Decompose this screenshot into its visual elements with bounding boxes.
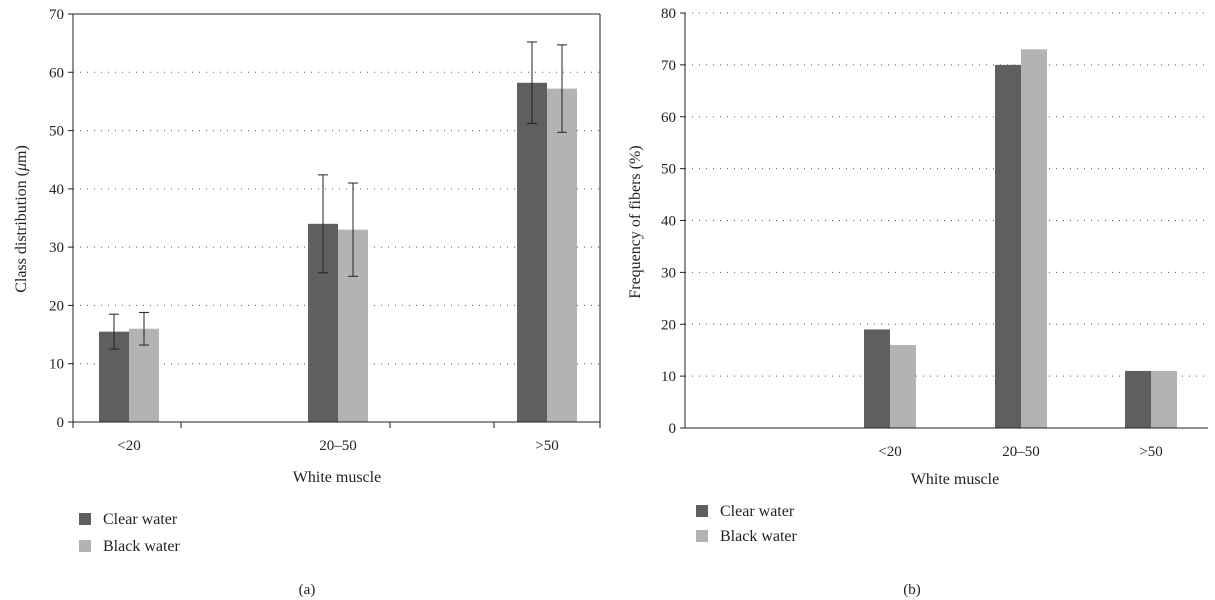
panel-a-y-tick-label: 70: [49, 7, 64, 23]
panel-a-y-tick-label: 30: [49, 240, 64, 256]
panel-b-bar-clear-0: [864, 329, 890, 428]
panel-a-x-tick-label: <20: [117, 438, 140, 454]
panel-a-y-tick-label: 50: [49, 124, 64, 140]
panel-b-y-tick-label: 80: [661, 6, 676, 22]
panel-b-bar-black-2: [1151, 370, 1177, 428]
panel-a-y-tick-label: 60: [49, 65, 64, 81]
panel-b-bars: [864, 49, 1177, 428]
panel-a-bar-clear-2: [517, 82, 547, 422]
panel-b-x-tick-label: >50: [1139, 444, 1162, 460]
panel-b-legend-label-black: Black water: [720, 528, 798, 545]
panel-b-x-tick-label: <20: [878, 444, 901, 460]
panel-b-y-tick-label: 30: [661, 265, 676, 281]
panel-b-legend-swatch-black: [696, 530, 708, 542]
panel-b-y-tick-label: 20: [661, 317, 676, 333]
panel-b-y-tick-label: 50: [661, 162, 676, 178]
panel-b-bar-clear-1: [995, 64, 1021, 428]
panel-a-y-tick-label: 10: [49, 357, 64, 373]
panel-b-axes: [684, 13, 1208, 429]
panel-b-legend-swatch-clear: [696, 505, 708, 517]
panel-a-y-axis-label-unit: μ: [13, 163, 30, 172]
panel-a-x-axis-label: White muscle: [293, 469, 381, 486]
panel-a-y-tick-label: 0: [57, 415, 65, 431]
panel-a-y-axis-label-prefix: Class distribution (: [13, 171, 30, 293]
panel-a-y-axis-label-suffix: m): [13, 145, 30, 163]
panel-b-x-ticks: <20 20–50 >50: [878, 444, 1162, 460]
panel-b-y-tick-label: 70: [661, 58, 676, 74]
panel-a-legend: Clear water Black water: [79, 511, 181, 555]
panel-b-y-tick-label: 0: [669, 421, 677, 437]
panel-b-y-ticks: 0 10 20 30 40 50 60 70 80: [661, 6, 685, 437]
panel-a-x-ticks: <20 20–50 >50: [72, 422, 601, 454]
panel-b: 0 10 20 30 40 50 60 70 80 <20 20–50 >50 White musc…: [627, 6, 1208, 598]
panel-b-legend-label-clear: Clear water: [720, 503, 795, 520]
panel-a-legend-swatch-clear: [79, 513, 91, 525]
panel-a-legend-label-black: Black water: [103, 538, 181, 555]
panel-a: 0 10 20 30 40 50 60 70 <20 20–50 >50 White muscle…: [13, 7, 601, 598]
panel-a-axes: [72, 13, 601, 423]
panel-a-x-tick-label: >50: [535, 438, 558, 454]
panel-a-label: (a): [299, 582, 316, 598]
panel-a-bar-black-2: [547, 88, 577, 422]
panel-a-y-ticks: 0 10 20 30 40 50 60 70: [49, 7, 73, 431]
panel-b-bar-black-0: [890, 345, 916, 428]
panel-a-bars: [99, 41, 577, 422]
panel-a-y-tick-label: 40: [49, 182, 64, 198]
panel-b-y-tick-label: 40: [661, 214, 676, 230]
panel-b-legend: Clear water Black water: [696, 503, 798, 545]
panel-b-y-tick-label: 10: [661, 369, 676, 385]
panel-a-x-tick-label: 20–50: [319, 438, 357, 454]
panel-a-legend-label-clear: Clear water: [103, 511, 178, 528]
panel-a-legend-swatch-black: [79, 540, 91, 552]
panel-b-bar-black-1: [1021, 49, 1047, 428]
panel-b-grid: [685, 12, 1208, 377]
panel-b-y-axis-label: Frequency of fibers (%): [627, 145, 644, 298]
panel-b-label: (b): [903, 582, 921, 598]
panel-b-y-tick-label: 60: [661, 110, 676, 126]
panel-b-x-tick-label: 20–50: [1002, 444, 1040, 460]
panel-b-bar-clear-2: [1125, 370, 1151, 428]
panel-b-x-axis-label: White muscle: [911, 471, 999, 488]
panel-a-y-axis-label: Class distribution (μm): [13, 145, 30, 293]
panel-a-y-tick-label: 20: [49, 298, 64, 314]
